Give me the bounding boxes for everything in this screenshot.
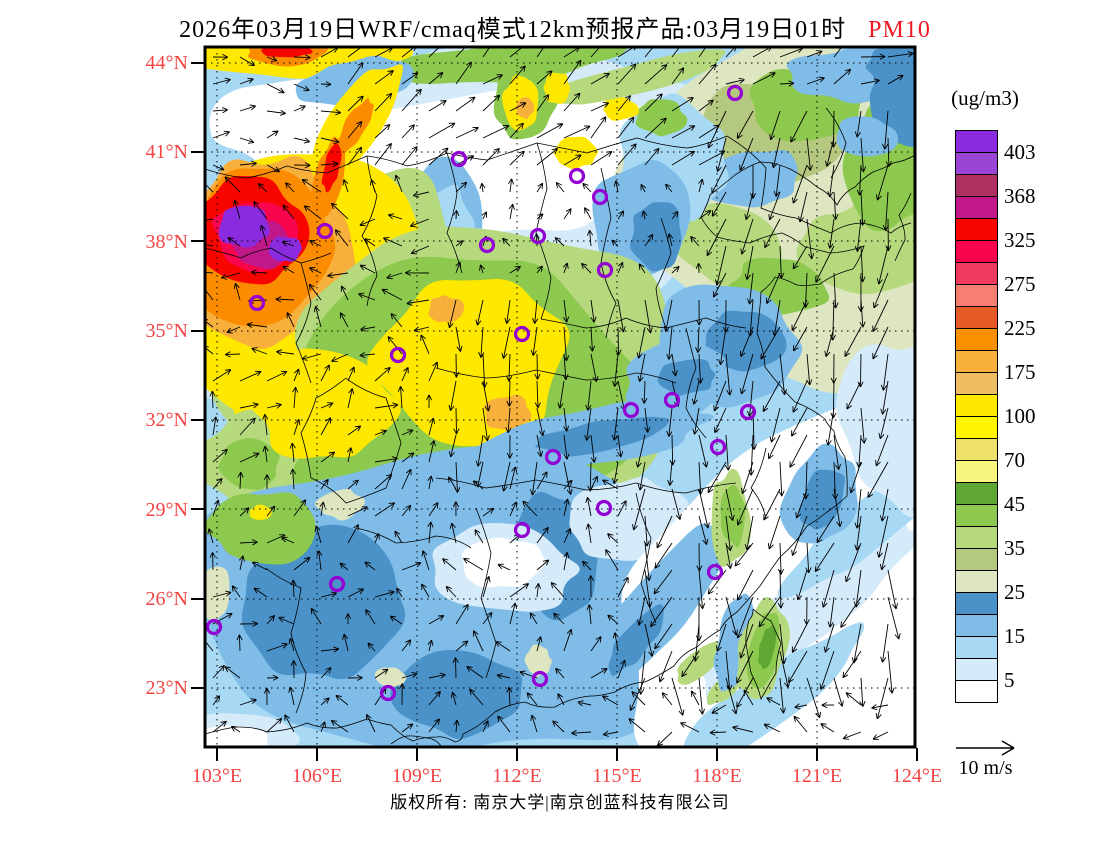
colorbar-box — [955, 130, 998, 153]
colorbar-box — [955, 372, 998, 395]
city-marker — [706, 563, 724, 581]
city-marker — [529, 227, 547, 245]
lat-tick-label: 38°N — [145, 231, 188, 253]
graticule — [205, 47, 915, 747]
lat-tick-label: 32°N — [145, 409, 188, 431]
lat-tick-label: 23°N — [145, 677, 188, 699]
lat-tick-label: 26°N — [145, 588, 188, 610]
colorbar-label: 5 — [1004, 668, 1015, 692]
lon-tick-label: 112°E — [492, 765, 542, 787]
city-marker — [544, 448, 562, 466]
city-marker — [248, 294, 266, 312]
lon-tick-label: 118°E — [692, 765, 742, 787]
pollution-field — [205, 47, 915, 747]
colorbar-box — [955, 152, 998, 175]
city-marker — [591, 188, 609, 206]
colorbar-label: 100 — [1004, 404, 1036, 428]
city-marker — [513, 521, 531, 539]
city-marker — [622, 401, 640, 419]
lon-tick-label: 106°E — [291, 765, 343, 787]
title-pollutant: PM10 — [868, 17, 931, 43]
city-marker — [316, 222, 334, 240]
city-marker — [478, 236, 496, 254]
colorbar-label: 225 — [1004, 316, 1036, 340]
colorbar-box — [955, 548, 998, 571]
colorbar-box — [955, 284, 998, 307]
colorbar-box — [955, 350, 998, 373]
lon-tick-label: 124°E — [891, 765, 943, 787]
colorbar-box — [955, 394, 998, 417]
city-marker — [531, 670, 549, 688]
copyright-footer: 版权所有: 南京大学|南京创蓝科技有限公司 — [390, 793, 730, 812]
colorbar-label: 25 — [1004, 580, 1025, 604]
colorbar-box — [955, 504, 998, 527]
colorbar-box — [955, 570, 998, 593]
wind-scale-label: 10 m/s — [958, 757, 1013, 779]
lat-tick-label: 41°N — [145, 141, 188, 163]
wind-scale-arrow-icon — [956, 740, 1015, 756]
lon-tick-label: 115°E — [592, 765, 642, 787]
lon-tick-label: 103°E — [191, 765, 243, 787]
colorbar-box — [955, 526, 998, 549]
colorbar-box — [955, 614, 998, 637]
lat-tick-label: 44°N — [145, 52, 188, 74]
colorbar-box — [955, 658, 998, 681]
colorbar-box — [955, 328, 998, 351]
city-marker — [663, 391, 681, 409]
colorbar-label: 403 — [1004, 140, 1036, 164]
city-marker — [726, 84, 744, 102]
title-main: 2026年03月19日WRF/cmaq模式12km预报产品:03月19日01时 — [179, 17, 847, 43]
colorbar-box — [955, 240, 998, 263]
colorbar-box — [955, 482, 998, 505]
page-title: 2026年03月19日WRF/cmaq模式12km预报产品:03月19日01时 P… — [0, 9, 1100, 44]
colorbar-box — [955, 592, 998, 615]
city-markers — [205, 84, 757, 702]
lat-tick-label: 29°N — [145, 499, 188, 521]
city-marker — [568, 167, 586, 185]
lat-tick-label: 35°N — [145, 320, 188, 342]
colorbar-box — [955, 460, 998, 483]
lon-tick-label: 109°E — [391, 765, 443, 787]
lon-tick-label: 121°E — [791, 765, 843, 787]
city-marker — [739, 403, 757, 421]
colorbar-box — [955, 174, 998, 197]
city-marker — [379, 684, 397, 702]
colorbar — [955, 130, 998, 703]
colorbar-box — [955, 218, 998, 241]
colorbar-label: 175 — [1004, 360, 1036, 384]
colorbar-label: 35 — [1004, 536, 1025, 560]
colorbar-box — [955, 636, 998, 659]
city-marker — [205, 618, 223, 636]
colorbar-label: 70 — [1004, 448, 1025, 472]
colorbar-label: 325 — [1004, 228, 1036, 252]
legend-unit-label: (ug/m3) — [951, 86, 1019, 110]
city-marker — [328, 575, 346, 593]
city-marker — [596, 261, 614, 279]
city-marker — [513, 325, 531, 343]
city-marker — [389, 346, 407, 364]
city-marker — [450, 150, 468, 168]
colorbar-label: 15 — [1004, 624, 1025, 648]
colorbar-box — [955, 416, 998, 439]
city-marker — [709, 438, 727, 456]
map-area — [191, 45, 918, 761]
colorbar-box — [955, 306, 998, 329]
colorbar-label: 45 — [1004, 492, 1025, 516]
admin-borders — [205, 107, 915, 747]
colorbar-box — [955, 262, 998, 285]
colorbar-box — [955, 438, 998, 461]
colorbar-label: 275 — [1004, 272, 1036, 296]
map-border — [191, 45, 918, 761]
colorbar-label: 368 — [1004, 184, 1036, 208]
map-svg — [191, 45, 918, 761]
wind-vectors — [205, 47, 914, 747]
city-marker — [595, 499, 613, 517]
colorbar-box — [955, 196, 998, 219]
colorbar-box — [955, 680, 998, 703]
